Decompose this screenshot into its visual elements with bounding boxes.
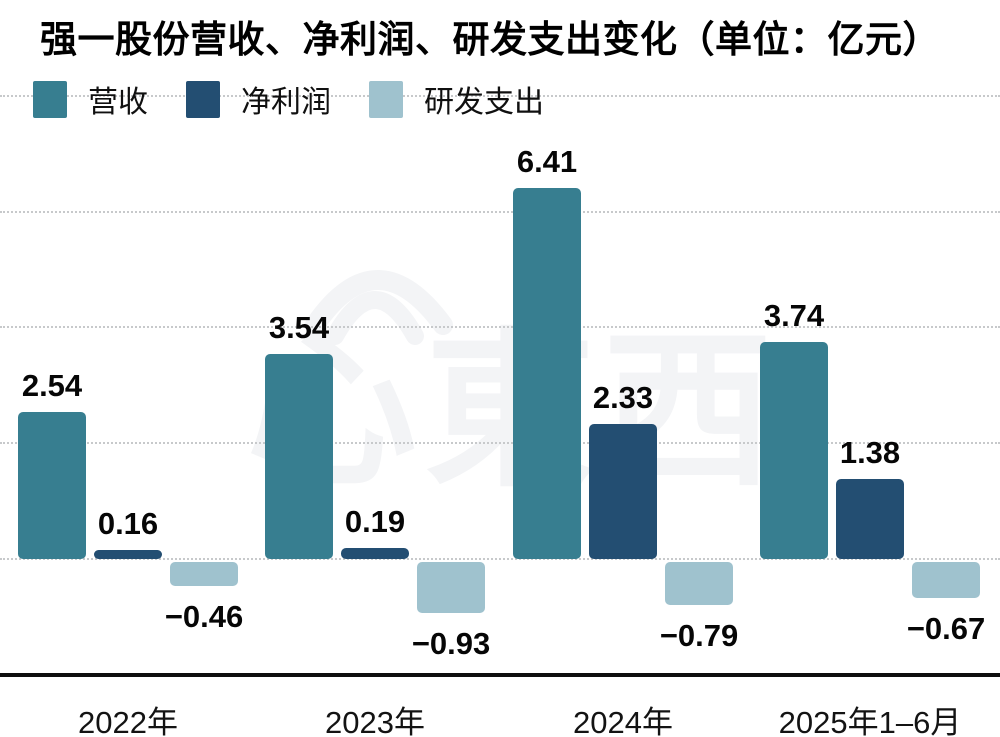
x-axis-line xyxy=(0,673,1000,677)
gridline-y6 xyxy=(0,210,1000,213)
bar-value-label: 2.54 xyxy=(21,367,83,403)
legend-label-net-profit: 净利润 xyxy=(241,86,331,119)
bar-revenue-2024 xyxy=(513,187,581,559)
legend-item-net-profit: 净利润 xyxy=(186,77,331,121)
bar-revenue-2023 xyxy=(265,354,333,559)
chart-title: 强一股份营收、净利润、研发支出变化（单位：亿元） xyxy=(40,19,940,60)
bar-rd-spend-2023 xyxy=(417,562,485,613)
x-axis-label: 2025年1–6月 xyxy=(778,705,962,737)
bar-value-label: 0.16 xyxy=(97,505,159,541)
bar-value-label: −0.79 xyxy=(659,617,739,653)
x-axis-label: 2022年 xyxy=(78,705,178,737)
legend-item-rd-spend: 研发支出 xyxy=(369,77,544,121)
bar-net-profit-2022 xyxy=(94,549,162,559)
bar-net-profit-2023 xyxy=(341,547,409,559)
bar-value-label: 3.74 xyxy=(763,298,825,334)
bar-value-label: 6.41 xyxy=(516,143,578,179)
bar-value-label: −0.93 xyxy=(411,625,491,661)
legend-swatch-rd-spend xyxy=(369,80,403,118)
bar-rd-spend-2022 xyxy=(170,562,238,586)
legend: 营收 净利润 研发支出 xyxy=(33,77,544,121)
bar-revenue-2025h1 xyxy=(760,342,828,559)
bar-value-label: 3.54 xyxy=(268,310,330,346)
legend-item-revenue: 营收 xyxy=(33,77,148,121)
gridline-y2 xyxy=(0,442,1000,445)
bar-value-label: −0.46 xyxy=(164,598,244,634)
x-axis-label: 2024年 xyxy=(573,705,673,737)
gridline-y0 xyxy=(0,558,1000,560)
bar-net-profit-2025h1 xyxy=(836,479,904,559)
gridline-y4 xyxy=(0,326,1000,329)
legend-swatch-net-profit xyxy=(186,80,220,118)
bar-rd-spend-2024 xyxy=(665,562,733,605)
bar-net-profit-2024 xyxy=(589,424,657,559)
bar-revenue-2022 xyxy=(18,411,86,559)
legend-label-revenue: 营收 xyxy=(88,86,148,119)
x-axis-label: 2023年 xyxy=(325,705,425,737)
bar-rd-spend-2025h1 xyxy=(912,562,980,598)
bar-value-label: −0.67 xyxy=(906,610,986,646)
bar-value-label: 2.33 xyxy=(592,380,654,416)
gridline-y8 xyxy=(0,94,1000,97)
bar-value-label: 1.38 xyxy=(839,435,901,471)
bar-value-label: 0.19 xyxy=(344,503,406,539)
legend-label-rd-spend: 研发支出 xyxy=(424,86,544,119)
legend-swatch-revenue xyxy=(33,80,67,118)
